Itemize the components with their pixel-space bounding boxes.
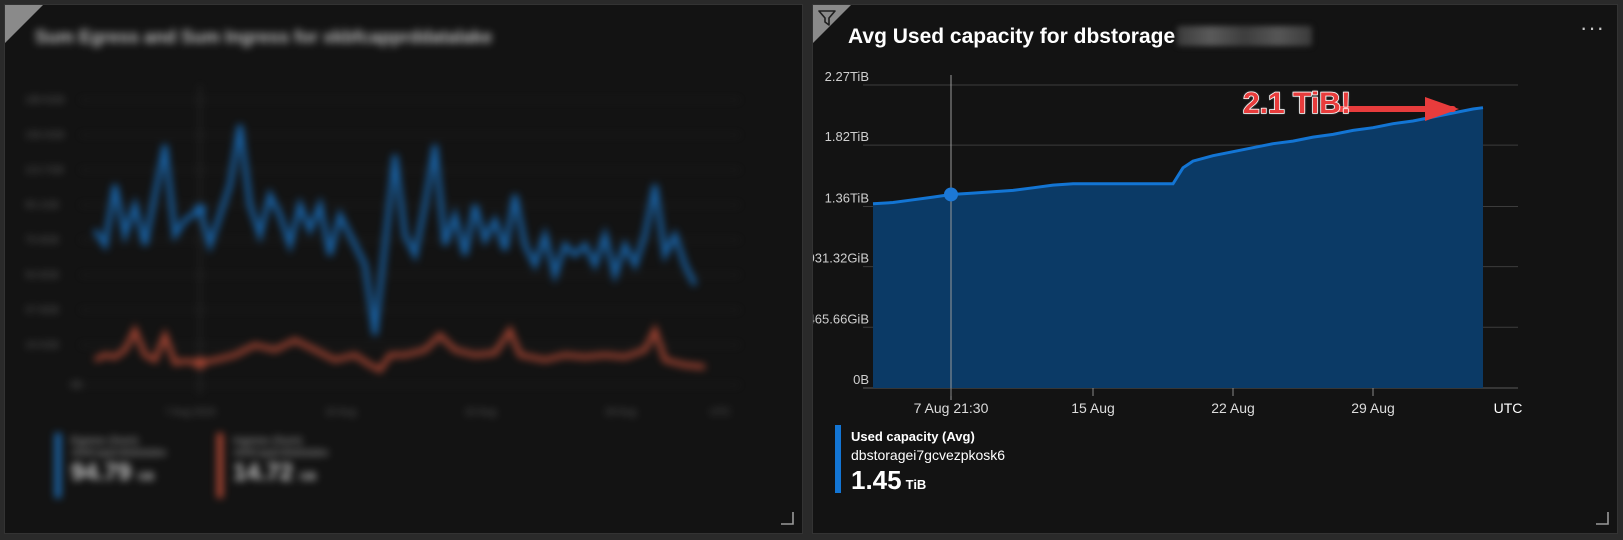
y-tick-label: 1.82TiB xyxy=(825,129,869,144)
legend-unit: TiB xyxy=(905,477,927,492)
left-legend-egress: Egress (Sum) xkbfcapprddatalake 94.79 GB xyxy=(71,435,166,487)
more-options-icon[interactable]: ··· xyxy=(1580,15,1605,40)
legend-resource: xkbfcapprddatalake xyxy=(71,447,167,459)
right-chart-tile[interactable]: Avg Used capacity for dbstorage ··· 0B 46… xyxy=(812,4,1618,534)
svg-text:189.5GB: 189.5GB xyxy=(25,95,65,106)
resize-handle-icon[interactable] xyxy=(778,509,794,525)
cursor-dot xyxy=(944,187,958,202)
legend-value: 1.45 xyxy=(851,465,902,495)
svg-text:0B: 0B xyxy=(70,380,83,391)
svg-text:7 Aug 2023: 7 Aug 2023 xyxy=(165,407,216,418)
y-tick-label: 2.27TiB xyxy=(825,69,869,84)
svg-text:156.0GB: 156.0GB xyxy=(25,130,65,141)
svg-text:UTC: UTC xyxy=(710,407,731,418)
svg-text:22 Aug: 22 Aug xyxy=(465,407,496,418)
svg-text:95.1GB: 95.1GB xyxy=(25,200,59,211)
capacity-chart: 0B 465.66GiB 931.32GiB 1.36TiB 1.82TiB 2.27Ti… xyxy=(813,69,1523,416)
annotation-arrow xyxy=(1335,97,1459,121)
svg-text:75.8GB: 75.8GB xyxy=(25,235,59,246)
y-tick-label: 0B xyxy=(853,372,869,387)
x-tick-label: 7 Aug 21:30 xyxy=(914,400,989,416)
x-tick-label: 15 Aug xyxy=(1071,400,1115,416)
left-legend-ingress: Ingress (Sum) xkbfcapprddatalake 14.72 G… xyxy=(233,435,328,487)
legend-color-bar xyxy=(835,425,841,493)
timezone-label: UTC xyxy=(1494,400,1523,416)
legend-unit: GB xyxy=(137,471,155,483)
series-area-fill xyxy=(873,107,1483,388)
svg-text:29 Aug: 29 Aug xyxy=(605,407,636,418)
series-line xyxy=(872,106,1484,206)
y-tick-label: 931.32GiB xyxy=(813,251,869,266)
x-axis-ticks xyxy=(950,388,1374,396)
y-tick-label: 1.36TiB xyxy=(825,190,869,205)
x-tick-label: 29 Aug xyxy=(1351,400,1395,416)
left-chart-svg: 189.5GB 156.0GB 113.7GB 95.1GB 75.8GB 56.8G… xyxy=(25,85,740,498)
svg-text:15 Aug: 15 Aug xyxy=(325,407,356,418)
blurred-chart-content: Sum Egress and Sum Ingress for xkbfcappr… xyxy=(5,5,802,533)
y-axis-labels: 0B 465.66GiB 931.32GiB 1.36TiB 1.82TiB 2.27Ti… xyxy=(813,69,869,387)
x-axis-labels: 7 Aug 21:30 15 Aug 22 Aug 29 Aug xyxy=(914,400,1395,416)
legend-series-label: Egress (Sum) xyxy=(71,435,139,447)
legend-value: 94.79 xyxy=(71,459,132,486)
annotation-label: 2.1 TiB! xyxy=(1242,86,1351,121)
svg-text:56.8GB: 56.8GB xyxy=(25,270,59,281)
svg-text:19.0GB: 19.0GB xyxy=(25,340,59,351)
x-tick-label: 22 Aug xyxy=(1211,400,1255,416)
chart-title-text: Avg Used capacity for dbstorage xyxy=(848,25,1176,48)
tile-corner xyxy=(5,5,43,43)
legend-resource: xkbfcapprddatalake xyxy=(233,447,329,459)
legend-value-row: 1.45 TiB xyxy=(851,465,926,496)
legend-series-label: Used capacity (Avg) xyxy=(851,429,975,444)
legend-resource-name: dbstoragei7gcvezpkosk6 xyxy=(851,447,1006,463)
left-tile-title: Sum Egress and Sum Ingress for xkbfcappr… xyxy=(35,27,493,47)
legend-value: 14.72 xyxy=(233,459,294,486)
filter-icon[interactable] xyxy=(818,9,836,27)
resize-handle-icon[interactable] xyxy=(1593,509,1609,525)
legend-unit: GB xyxy=(299,471,317,483)
svg-text:113.7GB: 113.7GB xyxy=(25,165,64,176)
svg-text:37.9GB: 37.9GB xyxy=(25,305,59,316)
y-tick-label: 465.66GiB xyxy=(813,311,869,326)
legend-series-label: Ingress (Sum) xyxy=(233,435,303,447)
left-chart-tile[interactable]: Sum Egress and Sum Ingress for xkbfcappr… xyxy=(4,4,803,534)
redacted-resource-name xyxy=(1177,26,1313,46)
chart-title: Avg Used capacity for dbstorage xyxy=(848,25,1313,49)
